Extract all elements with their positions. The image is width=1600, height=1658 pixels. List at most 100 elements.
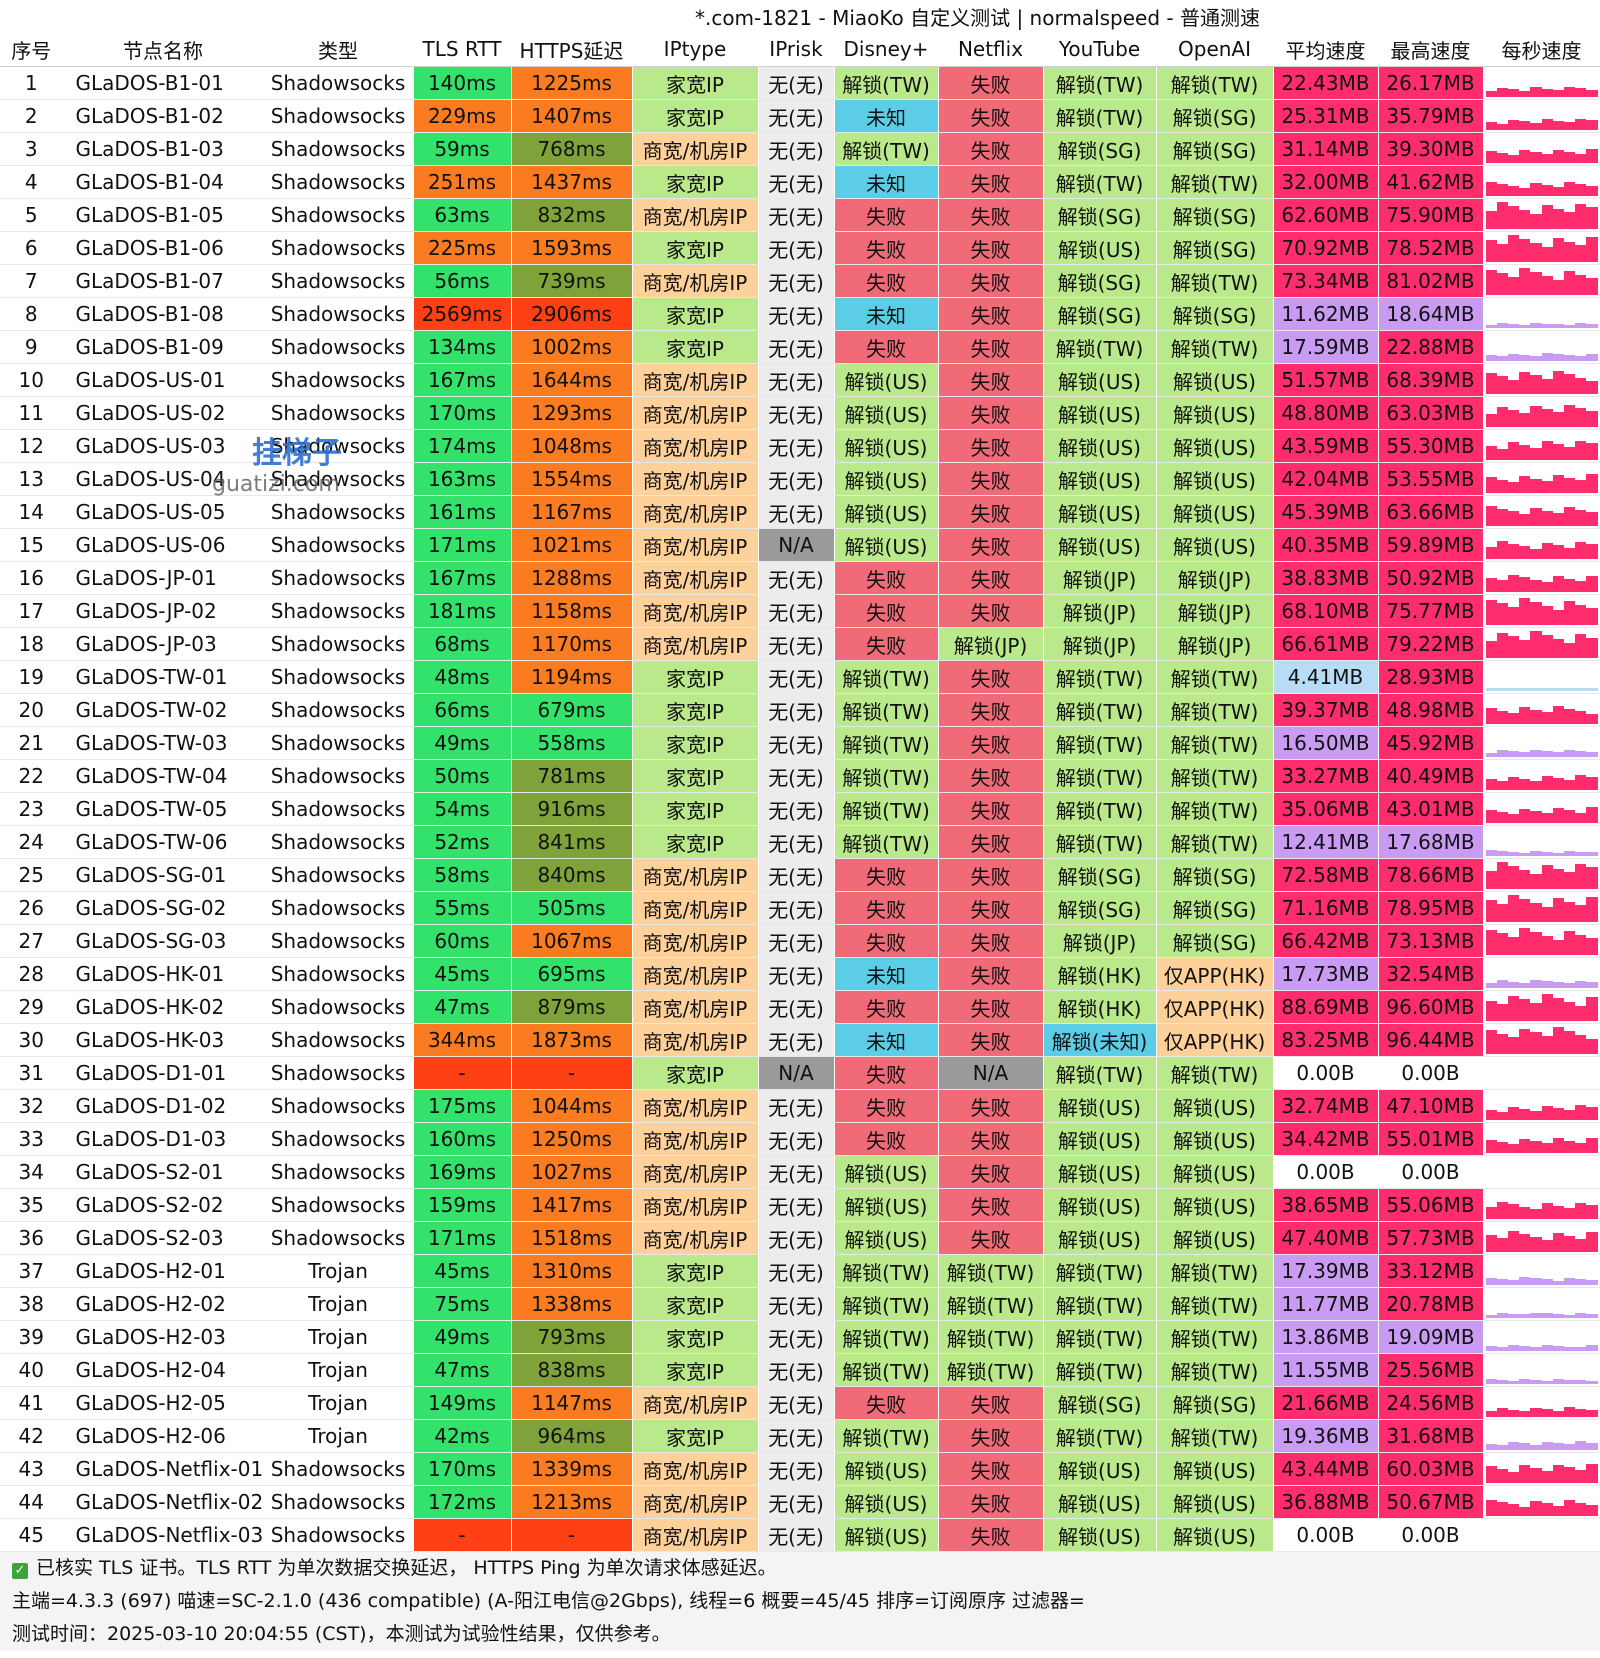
column-header[interactable]: 平均速度 [1273,32,1379,67]
table-row[interactable]: 2 GLaDOS-B1-02 Shadowsocks 229ms 1407ms 家宽IP 无… [0,99,1600,133]
table-row[interactable]: 11 GLaDOS-US-02 Shadowsocks 170ms 1293ms 商宽/机… [0,396,1600,430]
table-row[interactable]: 34 GLaDOS-S2-01 Shadowsocks 169ms 1027ms 商宽/机… [0,1155,1600,1189]
table-row[interactable]: 15 GLaDOS-US-06 Shadowsocks 171ms 1021ms 商宽/机… [0,528,1600,562]
sparkline-bar [1519,1277,1531,1285]
table-row[interactable]: 28 GLaDOS-HK-01 Shadowsocks 45ms 695ms 商宽/机房I… [0,957,1600,991]
table-row[interactable]: 19 GLaDOS-TW-01 Shadowsocks 48ms 1194ms 家宽IP 无… [0,660,1600,694]
table-row[interactable]: 7 GLaDOS-B1-07 Shadowsocks 56ms 739ms 商宽/机房IP… [0,264,1600,298]
column-header[interactable]: YouTube [1043,32,1157,67]
https-latency-cell: 1194ms [511,660,633,694]
table-row[interactable]: 3 GLaDOS-B1-03 Shadowsocks 59ms 768ms 商宽/机房IP… [0,132,1600,166]
column-header[interactable]: Netflix [938,32,1044,67]
table-row[interactable]: 6 GLaDOS-B1-06 Shadowsocks 225ms 1593ms 家宽IP 无… [0,231,1600,265]
table-row[interactable]: 9 GLaDOS-B1-09 Shadowsocks 134ms 1002ms 家宽IP 无… [0,330,1600,364]
sparkline-bar [1485,182,1497,196]
speed-sparkline [1485,696,1598,724]
table-row[interactable]: 23 GLaDOS-TW-05 Shadowsocks 54ms 916ms 家宽IP 无(… [0,792,1600,826]
speed-sparkline [1485,729,1598,757]
column-header[interactable]: TLS RTT [413,32,512,67]
table-row[interactable]: 22 GLaDOS-TW-04 Shadowsocks 50ms 781ms 家宽IP 无(… [0,759,1600,793]
table-row[interactable]: 33 GLaDOS-D1-03 Shadowsocks 160ms 1250ms 商宽/机… [0,1122,1600,1156]
table-row[interactable]: 43 GLaDOS-Netflix-01 Shadowsocks 170ms 1339m… [0,1452,1600,1486]
table-row[interactable]: 42 GLaDOS-H2-06 Trojan 42ms 964ms 家宽IP 无(无) 解锁(… [0,1419,1600,1453]
table-row[interactable]: 20 GLaDOS-TW-02 Shadowsocks 66ms 679ms 家宽IP 无(… [0,693,1600,727]
table-row[interactable]: 25 GLaDOS-SG-01 Shadowsocks 58ms 840ms 商宽/机房I… [0,858,1600,892]
disney-status-cell: 未知 [834,1023,939,1057]
tls-rtt-cell: 163ms [413,462,512,496]
table-row[interactable]: 24 GLaDOS-TW-06 Shadowsocks 52ms 841ms 家宽IP 无(… [0,825,1600,859]
sparkline-bar [1586,608,1598,625]
netflix-status-cell: 解锁(TW) [938,1320,1044,1354]
table-row[interactable]: 5 GLaDOS-B1-05 Shadowsocks 63ms 832ms 商宽/机房IP… [0,198,1600,232]
index-cell: 10 [0,363,64,397]
table-row[interactable]: 30 GLaDOS-HK-03 Shadowsocks 344ms 1873ms 商宽/机… [0,1023,1600,1057]
column-header[interactable]: HTTPS延迟 [511,32,633,67]
table-row[interactable]: 41 GLaDOS-H2-05 Trojan 149ms 1147ms 商宽/机房IP 无(… [0,1386,1600,1420]
column-header[interactable]: Disney+ [834,32,939,67]
avg-speed-cell: 11.77MB [1273,1287,1379,1321]
table-row[interactable]: 8 GLaDOS-B1-08 Shadowsocks 2569ms 2906ms 家宽IP… [0,297,1600,331]
index-cell: 1 [0,66,64,100]
table-row[interactable]: 14 GLaDOS-US-05 Shadowsocks 161ms 1167ms 商宽/机… [0,495,1600,529]
table-row[interactable]: 21 GLaDOS-TW-03 Shadowsocks 49ms 558ms 家宽IP 无(… [0,726,1600,760]
sparkline-bar [1507,1504,1520,1516]
openai-status-cell: 解锁(SG) [1156,924,1274,958]
sparkline-bar [1530,1347,1542,1351]
max-speed-cell: 73.13MB [1378,924,1484,958]
disney-status-cell: 解锁(US) [834,495,939,529]
openai-status-cell: 解锁(TW) [1156,165,1274,199]
table-row[interactable]: 36 GLaDOS-S2-03 Shadowsocks 171ms 1518ms 商宽/机… [0,1221,1600,1255]
table-row[interactable]: 12 GLaDOS-US-03 Shadowsocks 174ms 1048ms 商宽/机… [0,429,1600,463]
table-row[interactable]: 13 GLaDOS-US-04 Shadowsocks 163ms 1554ms 商宽/机… [0,462,1600,496]
avg-speed-cell: 71.16MB [1273,891,1379,925]
index-cell: 39 [0,1320,64,1354]
table-row[interactable]: 35 GLaDOS-S2-02 Shadowsocks 159ms 1417ms 商宽/机… [0,1188,1600,1222]
https-latency-cell: 505ms [511,891,633,925]
sparkline-bar [1485,578,1497,592]
column-header[interactable]: 序号 [0,32,64,67]
sparkline-bar [1485,1466,1497,1483]
column-header[interactable]: 每秒速度 [1483,32,1600,67]
sparkline-bar [1552,280,1564,295]
column-header[interactable]: OpenAI [1156,32,1274,67]
table-row[interactable]: 40 GLaDOS-H2-04 Trojan 47ms 838ms 家宽IP 无(无) 解锁(… [0,1353,1600,1387]
ip-type-cell: 商宽/机房IP [632,462,759,496]
https-latency-cell: 1338ms [511,1287,633,1321]
table-row[interactable]: 17 GLaDOS-JP-02 Shadowsocks 181ms 1158ms 商宽/机… [0,594,1600,628]
table-row[interactable]: 31 GLaDOS-D1-01 Shadowsocks - - 家宽IP N/A 失败 N/A 解… [0,1056,1600,1090]
table-row[interactable]: 1 GLaDOS-B1-01 Shadowsocks 140ms 1225ms 家宽IP 无… [0,66,1600,100]
ip-type-cell: 商宽/机房IP [632,891,759,925]
disney-status-cell: 失败 [834,990,939,1024]
max-speed-cell: 47.10MB [1378,1089,1484,1123]
table-row[interactable]: 16 GLaDOS-JP-01 Shadowsocks 167ms 1288ms 商宽/机… [0,561,1600,595]
column-header[interactable]: 节点名称 [63,32,264,67]
max-speed-cell: 45.92MB [1378,726,1484,760]
table-row[interactable]: 4 GLaDOS-B1-04 Shadowsocks 251ms 1437ms 家宽IP 无… [0,165,1600,199]
column-header[interactable]: IPtype [632,32,759,67]
avg-speed-cell: 73.34MB [1273,264,1379,298]
column-header[interactable]: 最高速度 [1378,32,1484,67]
openai-status-cell: 解锁(SG) [1156,231,1274,265]
table-row[interactable]: 45 GLaDOS-Netflix-03 Shadowsocks - - 商宽/机房IP 无… [0,1518,1600,1552]
table-row[interactable]: 10 GLaDOS-US-01 Shadowsocks 167ms 1644ms 商宽/机… [0,363,1600,397]
sparkline-bar [1496,88,1508,97]
disney-status-cell: 解锁(US) [834,1485,939,1519]
column-header[interactable]: IPrisk [758,32,835,67]
openai-status-cell: 仅APP(HK) [1156,990,1274,1024]
table-row[interactable]: 32 GLaDOS-D1-02 Shadowsocks 175ms 1044ms 商宽/机… [0,1089,1600,1123]
youtube-status-cell: 解锁(US) [1043,1221,1157,1255]
table-row[interactable]: 44 GLaDOS-Netflix-02 Shadowsocks 172ms 1213m… [0,1485,1600,1519]
table-row[interactable]: 38 GLaDOS-H2-02 Trojan 75ms 1338ms 家宽IP 无(无) 解锁… [0,1287,1600,1321]
node-name-cell: GLaDOS-B1-08 [63,297,264,331]
table-row[interactable]: 26 GLaDOS-SG-02 Shadowsocks 55ms 505ms 商宽/机房I… [0,891,1600,925]
table-row[interactable]: 29 GLaDOS-HK-02 Shadowsocks 47ms 879ms 商宽/机房I… [0,990,1600,1024]
tls-rtt-cell: 42ms [413,1419,512,1453]
column-header[interactable]: 类型 [263,32,414,67]
sparkline-bar [1541,582,1553,592]
table-row[interactable]: 18 GLaDOS-JP-03 Shadowsocks 68ms 1170ms 商宽/机房… [0,627,1600,661]
table-row[interactable]: 37 GLaDOS-H2-01 Trojan 45ms 1310ms 家宽IP 无(无) 解锁… [0,1254,1600,1288]
table-row[interactable]: 39 GLaDOS-H2-03 Trojan 49ms 793ms 家宽IP 无(无) 解锁(… [0,1320,1600,1354]
index-cell: 37 [0,1254,64,1288]
table-row[interactable]: 27 GLaDOS-SG-03 Shadowsocks 60ms 1067ms 商宽/机房… [0,924,1600,958]
sparkline-bar [1575,480,1587,493]
